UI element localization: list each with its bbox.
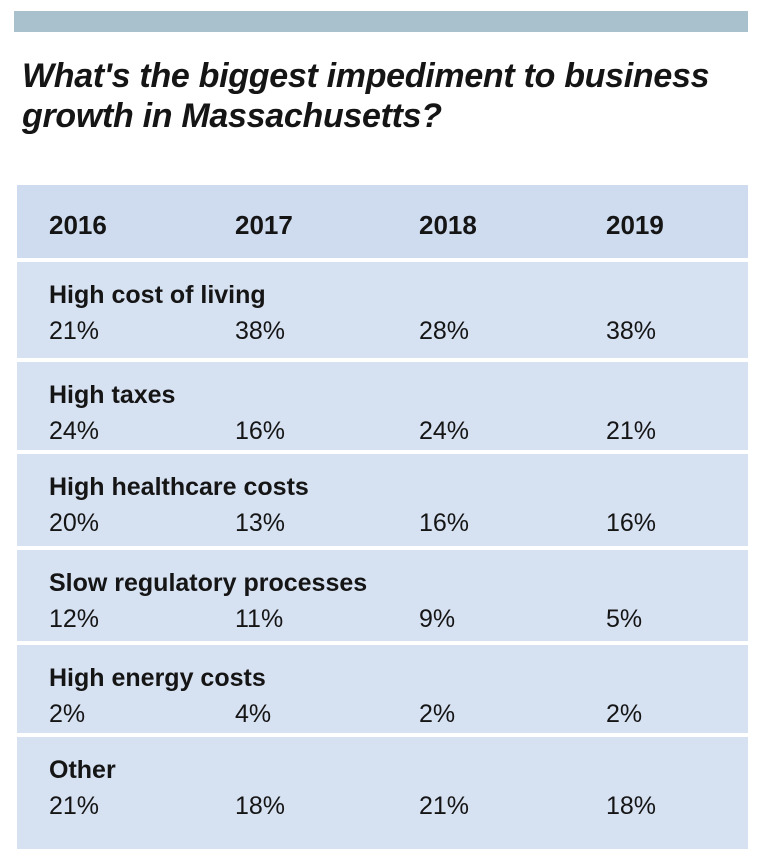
row-separator: [17, 733, 748, 737]
table-header-row: 2016 2017 2018 2019: [17, 185, 748, 258]
table-cell-2018: 28%: [419, 317, 470, 345]
table-cell-2017: 18%: [235, 792, 286, 820]
row-separator: [17, 546, 748, 550]
row-label: High energy costs: [49, 664, 266, 692]
table-cell-2018: 21%: [419, 792, 470, 820]
table-cell-2019: 38%: [606, 317, 657, 345]
row-label: Slow regulatory processes: [49, 569, 368, 597]
table-cell-2017: 11%: [235, 605, 284, 633]
table-cell-2017: 38%: [235, 317, 286, 345]
column-header-2018: 2018: [419, 210, 477, 240]
row-label: Other: [49, 756, 116, 784]
table-cell-2017: 16%: [235, 417, 286, 445]
table-cell-2016: 20%: [49, 509, 100, 537]
data-table: 2016 2017 2018 2019 High cost of living 2…: [17, 185, 748, 849]
table-cell-2016: 12%: [49, 605, 100, 633]
table-cell-2018: 9%: [419, 605, 456, 633]
row-label: High healthcare costs: [49, 473, 309, 501]
top-accent-bar: [14, 11, 748, 32]
table-cell-2018: 24%: [419, 417, 470, 445]
row-separator: [17, 641, 748, 645]
table-cell-2019: 16%: [606, 509, 657, 537]
table-cell-2018: 2%: [419, 700, 456, 728]
table-cell-2016: 2%: [49, 700, 86, 728]
table-cell-2017: 4%: [235, 700, 272, 728]
table-cell-2016: 24%: [49, 417, 100, 445]
column-header-2016: 2016: [49, 210, 107, 240]
column-header-2019: 2019: [606, 210, 664, 240]
row-label: High cost of living: [49, 281, 266, 309]
row-separator: [17, 450, 748, 454]
row-separator: [17, 258, 748, 262]
table-cell-2018: 16%: [419, 509, 470, 537]
table-cell-2017: 13%: [235, 509, 286, 537]
table-cell-2016: 21%: [49, 317, 100, 345]
table-cell-2019: 5%: [606, 605, 643, 633]
column-header-2017: 2017: [235, 210, 293, 240]
table-cell-2016: 21%: [49, 792, 100, 820]
table-cell-2019: 21%: [606, 417, 657, 445]
table-cell-2019: 18%: [606, 792, 657, 820]
table-cell-2019: 2%: [606, 700, 643, 728]
chart-title: What's the biggest impediment to busines…: [22, 57, 710, 135]
row-label: High taxes: [49, 381, 176, 409]
row-separator: [17, 358, 748, 362]
